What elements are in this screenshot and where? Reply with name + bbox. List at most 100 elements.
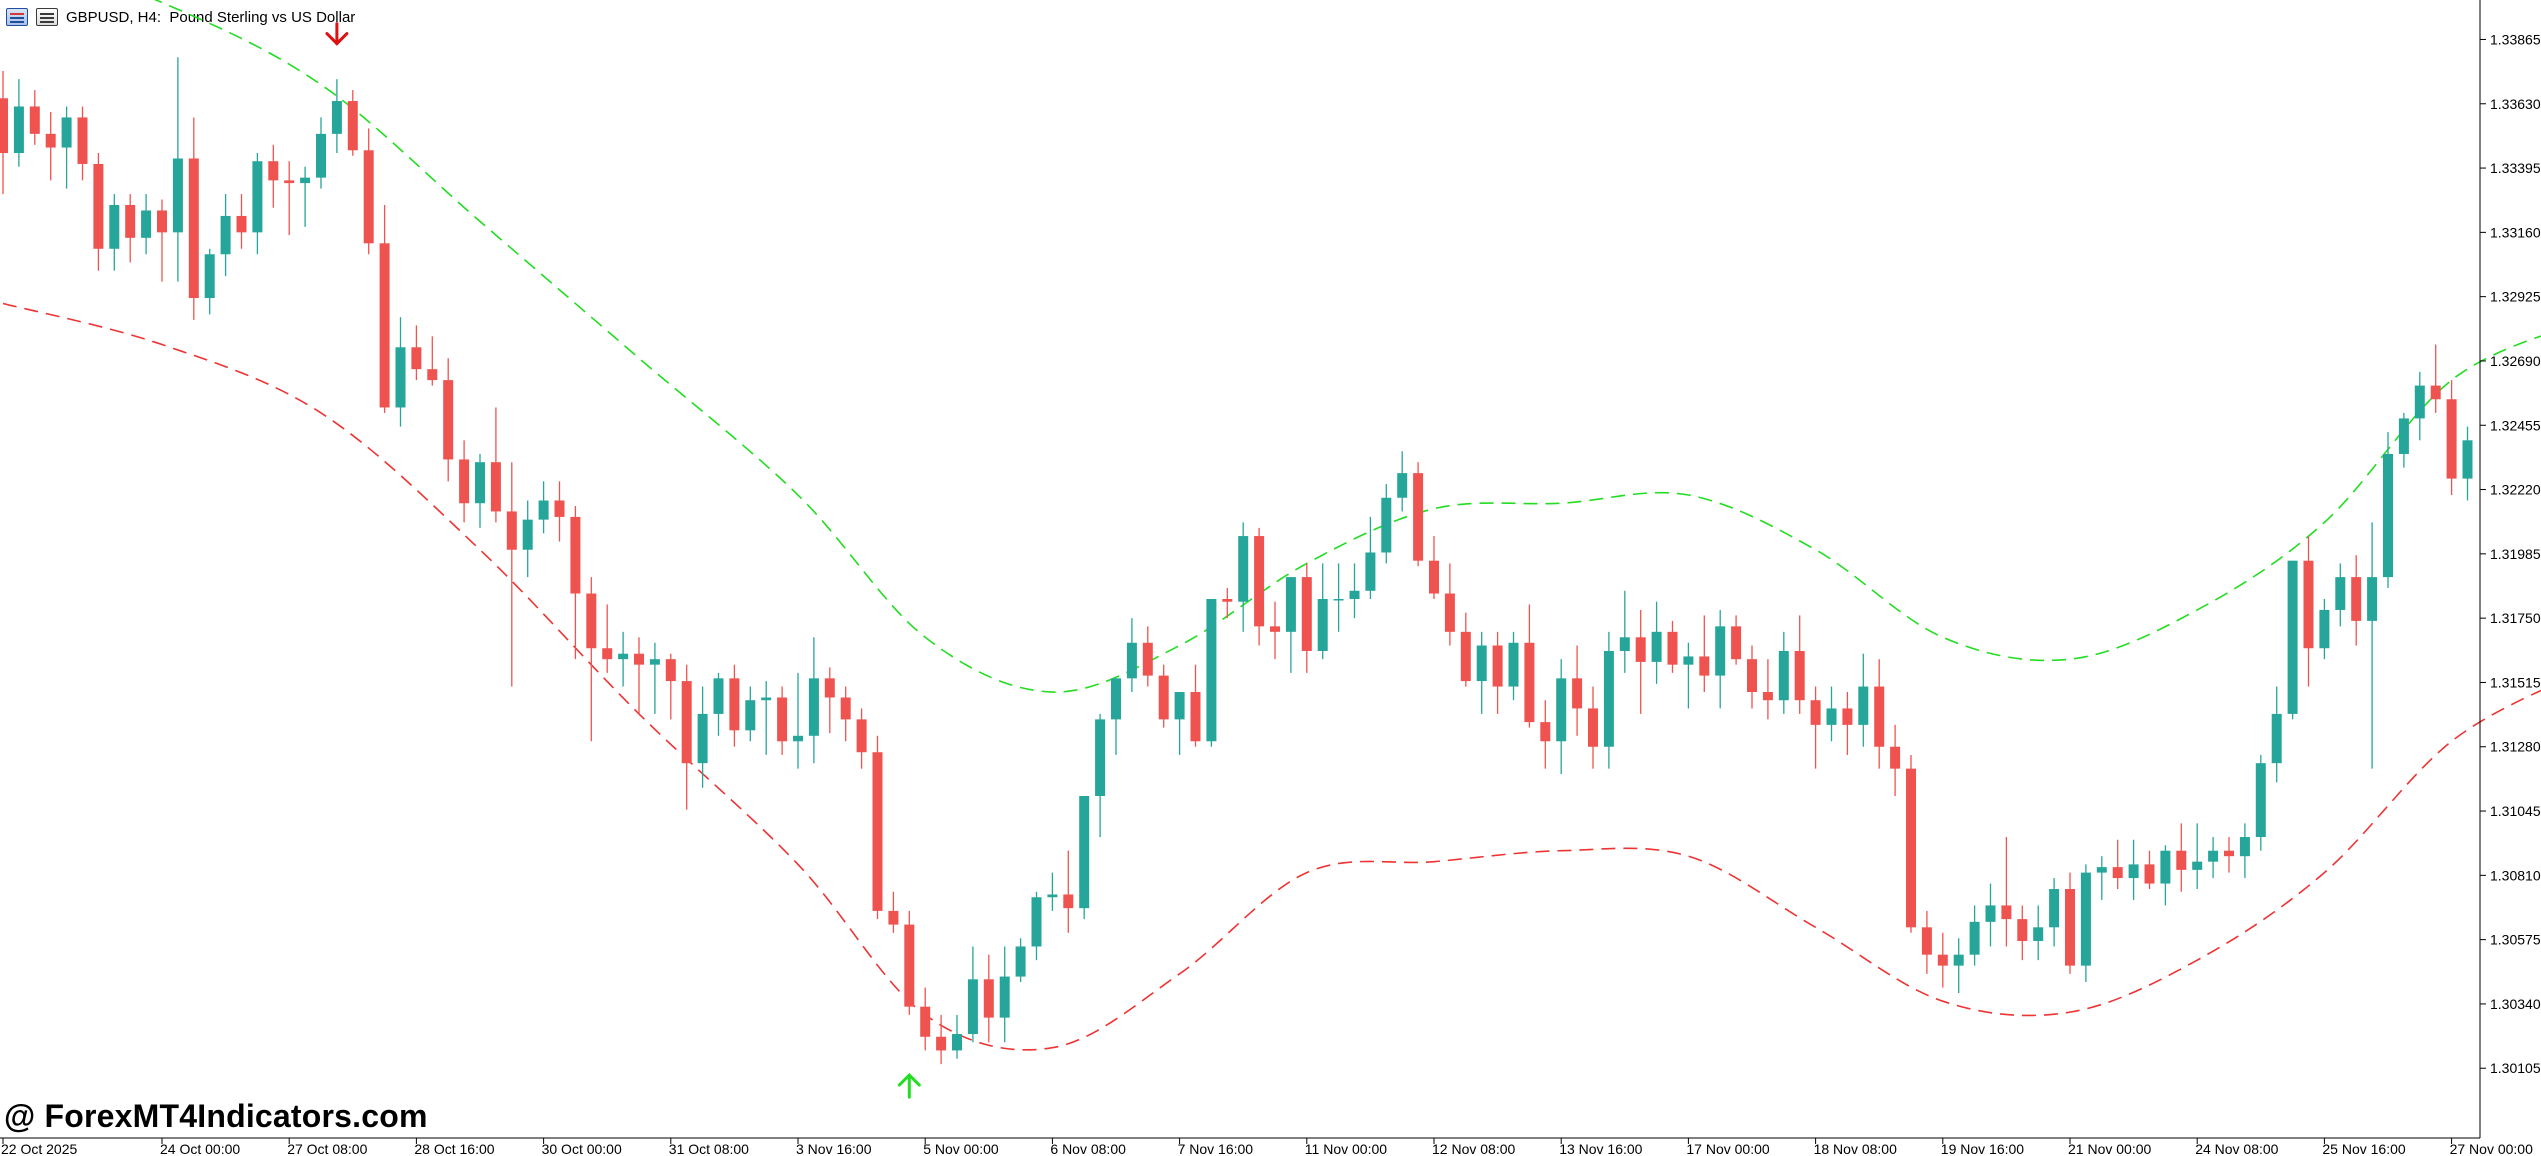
candle [2319, 598, 2330, 660]
price-tick-label: 1.33160 [2490, 224, 2541, 240]
candle [1874, 659, 1885, 769]
price-tick-label: 1.32925 [2490, 289, 2541, 305]
candle-body [1762, 692, 1773, 701]
time-tick-label: 6 Nov 08:00 [1050, 1141, 1126, 1156]
chart-type-icon[interactable] [36, 8, 58, 26]
candle [1826, 686, 1837, 742]
candle-body [1699, 656, 1710, 676]
time-axis: 22 Oct 2025 24 Oct 00:00 27 Oct 08:00 28 Oc… [0, 1137, 2533, 1156]
candle-body [713, 678, 724, 714]
time-tick-label: 5 Nov 00:00 [923, 1141, 999, 1156]
candle [1603, 631, 1614, 769]
candle-body [1317, 598, 1328, 651]
candle-body [2398, 418, 2409, 454]
candle-body [1158, 675, 1169, 720]
candle [745, 686, 756, 742]
candle [2351, 555, 2362, 646]
candle [1365, 516, 1376, 599]
candle [236, 194, 247, 249]
candle-body [952, 1034, 962, 1051]
candle-body [93, 163, 104, 249]
candle [1651, 601, 1662, 684]
candle-body [2255, 763, 2266, 838]
time-tick-label: 3 Nov 16:00 [796, 1141, 872, 1156]
candle [1333, 563, 1344, 632]
candle-body [2271, 713, 2282, 764]
candle [443, 358, 454, 482]
candle [2303, 536, 2314, 687]
price-tick-label: 1.30105 [2490, 1060, 2541, 1076]
candle-body [1572, 678, 1583, 709]
candle [77, 106, 88, 181]
candle [2192, 823, 2203, 890]
candle [1460, 612, 1471, 687]
candle [1969, 905, 1980, 966]
candle-body [2144, 864, 2155, 884]
candle [2208, 837, 2219, 879]
candle [1158, 664, 1169, 728]
candle [586, 577, 597, 742]
candle-body [2351, 577, 2362, 621]
candle [2144, 850, 2155, 890]
price-tick-label: 1.31515 [2490, 674, 2541, 690]
candle-body [1047, 894, 1058, 898]
time-tick-label: 31 Oct 08:00 [669, 1141, 749, 1156]
candle [2335, 563, 2346, 627]
candle [793, 672, 803, 769]
candle [1126, 618, 1137, 693]
candle-body [2080, 872, 2091, 966]
candle-body [1874, 686, 1885, 747]
candle-body [761, 697, 772, 701]
candle [983, 954, 994, 1043]
candle [761, 681, 772, 755]
candle-body [61, 117, 72, 148]
candle [1508, 631, 1519, 701]
candle-body [1635, 637, 1646, 662]
candle-body [681, 681, 692, 764]
price-tick-label: 1.32220 [2490, 482, 2541, 498]
candle [45, 111, 56, 181]
candle [1794, 615, 1805, 714]
candle-body [522, 519, 533, 550]
candle-body [300, 177, 311, 184]
candle-body [665, 659, 676, 682]
candle-body [1349, 590, 1360, 599]
candle [1906, 754, 1916, 933]
candle [618, 631, 629, 687]
candle [2176, 823, 2187, 892]
candle-body [395, 347, 406, 408]
candle [2367, 522, 2378, 769]
candle-body [1015, 946, 1026, 977]
candle [1715, 609, 1726, 709]
candle [13, 79, 24, 167]
candle [1524, 604, 1535, 728]
candle [284, 161, 295, 236]
candle-body [777, 697, 788, 742]
candle-body [602, 648, 613, 660]
candle-body [554, 500, 565, 517]
candle-body [1969, 921, 1980, 955]
candle-body [2414, 385, 2425, 419]
candle-body [1492, 645, 1503, 687]
envelope-bands [2, 0, 2541, 1051]
candle-body [2049, 889, 2060, 928]
candle [172, 57, 183, 282]
candle-body [411, 347, 422, 370]
candle-body [316, 133, 326, 178]
candle [2446, 380, 2457, 496]
time-tick-label: 18 Nov 08:00 [1814, 1141, 1897, 1156]
candle [1095, 713, 1106, 838]
time-tick-label: 19 Nov 16:00 [1941, 1141, 2024, 1156]
candle-body [2128, 864, 2139, 879]
candle-body [2224, 850, 2234, 857]
candle [920, 987, 931, 1051]
candle-body [618, 653, 629, 660]
candle [1397, 451, 1408, 512]
candle-body [1460, 631, 1471, 682]
candle-body [697, 713, 708, 764]
candle-body [2192, 861, 2203, 870]
time-tick-label: 12 Nov 08:00 [1432, 1141, 1515, 1156]
chart-window-icon[interactable] [6, 8, 28, 26]
candle [2096, 856, 2107, 900]
